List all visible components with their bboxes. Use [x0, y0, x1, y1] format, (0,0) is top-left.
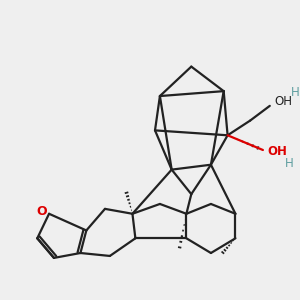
Text: H: H	[291, 85, 300, 99]
Text: OH: OH	[275, 95, 293, 108]
Text: O: O	[36, 205, 46, 218]
Text: OH: OH	[268, 146, 288, 158]
Text: H: H	[284, 157, 293, 170]
